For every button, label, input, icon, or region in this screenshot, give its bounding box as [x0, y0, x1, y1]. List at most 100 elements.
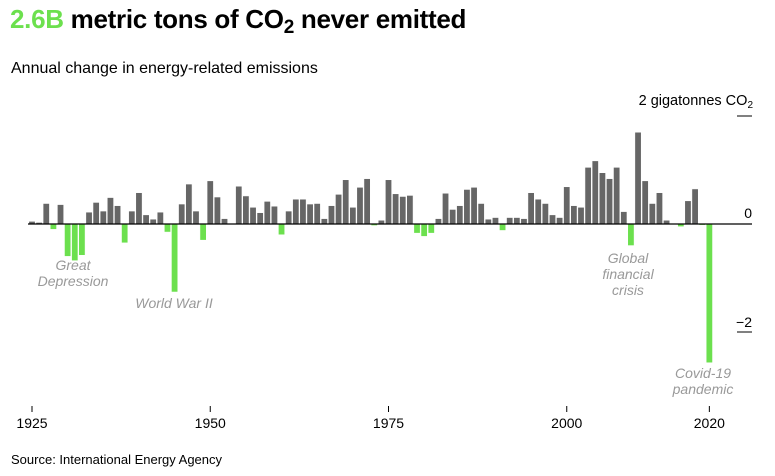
- annotation-2009: crisis: [612, 282, 644, 298]
- bar-1993: [513, 217, 521, 225]
- bar-1930: [64, 223, 72, 257]
- annotation-1931: Great: [55, 257, 91, 273]
- bar-1969: [342, 179, 350, 225]
- bar-1992: [506, 217, 514, 225]
- bar-1941: [142, 214, 150, 225]
- bar-1988: [477, 203, 485, 225]
- bar-2020: [705, 223, 713, 364]
- bar-2013: [655, 192, 663, 225]
- bar-1997: [541, 203, 549, 225]
- bar-1927: [42, 203, 50, 225]
- bar-1955: [242, 195, 250, 225]
- bar-1954: [235, 185, 243, 225]
- bar-1946: [178, 203, 186, 225]
- y-tick-label-neg2: −2: [736, 314, 752, 330]
- bar-1986: [463, 189, 471, 225]
- x-tick-label-1950: 1950: [195, 415, 226, 431]
- bar-1938: [121, 223, 129, 244]
- bar-1945: [171, 223, 179, 293]
- bar-1983: [442, 192, 450, 225]
- x-tick-label-1925: 1925: [16, 415, 47, 431]
- unit-text: 2 gigatonnes CO: [638, 93, 748, 109]
- bar-1940: [135, 192, 143, 225]
- bar-1996: [534, 198, 542, 225]
- bar-1931: [71, 223, 79, 262]
- bar-1991: [499, 223, 507, 231]
- bar-1999: [556, 217, 564, 225]
- bar-1949: [199, 223, 207, 241]
- bar-1943: [156, 211, 164, 225]
- bar-1948: [192, 210, 200, 225]
- bar-2006: [606, 178, 614, 225]
- annotation-2020: Covid-19: [675, 365, 731, 381]
- bar-1967: [327, 205, 335, 225]
- bar-2004: [591, 160, 599, 225]
- bar-1944: [163, 223, 171, 233]
- annotation-1931: Depression: [38, 273, 109, 289]
- unit-subscript: 2: [747, 100, 753, 111]
- bar-1990: [491, 217, 499, 225]
- bar-1939: [128, 210, 136, 225]
- bar-2011: [641, 180, 649, 225]
- bar-1968: [335, 194, 343, 225]
- title-text: metric tons of CO: [63, 4, 284, 34]
- bar-1929: [57, 204, 65, 225]
- bar-2008: [620, 211, 628, 225]
- bar-1928: [49, 223, 57, 230]
- bar-1933: [85, 211, 93, 225]
- bar-1982: [434, 218, 442, 225]
- bar-2017: [684, 200, 692, 225]
- bar-2002: [577, 206, 585, 225]
- bar-1980: [420, 223, 428, 237]
- bar-2018: [691, 188, 699, 225]
- annotation-2009: Global: [608, 250, 649, 266]
- bar-2003: [584, 167, 592, 225]
- bar-1987: [470, 186, 478, 225]
- bar-1965: [313, 203, 321, 225]
- bar-1977: [399, 196, 407, 225]
- title-highlight: 2.6B: [10, 4, 64, 34]
- y-tick-label-0: 0: [744, 205, 752, 221]
- bar-1959: [270, 205, 278, 225]
- bar-1989: [484, 218, 492, 225]
- bar-2007: [613, 167, 621, 225]
- bar-1937: [114, 205, 122, 225]
- bar-1947: [185, 183, 193, 225]
- bar-1935: [99, 210, 107, 225]
- bar-1942: [149, 218, 157, 225]
- bar-1962: [292, 198, 300, 225]
- bar-1979: [413, 223, 421, 234]
- bar-1957: [256, 212, 264, 225]
- bar-1956: [249, 206, 257, 225]
- bar-2001: [570, 205, 578, 225]
- bar-2009: [627, 223, 635, 246]
- bar-1934: [92, 202, 100, 225]
- y-unit-label: 2 gigatonnes CO2: [638, 93, 753, 111]
- bar-1971: [356, 186, 364, 225]
- chart-subtitle: Annual change in energy-related emission…: [11, 60, 318, 77]
- title-tail: never emitted: [293, 4, 467, 34]
- bar-1978: [406, 195, 414, 225]
- bar-1966: [320, 218, 328, 225]
- bar-1964: [306, 203, 314, 225]
- bar-1981: [427, 223, 435, 234]
- bar-1963: [299, 198, 307, 225]
- bar-1984: [449, 209, 457, 225]
- bar-1960: [278, 223, 286, 236]
- bar-1936: [106, 197, 114, 225]
- annotation-2009: financial: [602, 266, 654, 282]
- bar-1961: [285, 210, 293, 225]
- bar-1932: [78, 223, 86, 256]
- bar-2012: [648, 203, 656, 225]
- bar-1975: [384, 179, 392, 225]
- bar-1951: [213, 196, 221, 225]
- chart-title: 2.6B metric tons of CO2 never emitted: [10, 4, 467, 37]
- bar-1995: [527, 192, 535, 225]
- annotation-2020: pandemic: [672, 381, 734, 397]
- bar-1976: [392, 193, 400, 225]
- bar-1970: [349, 206, 357, 225]
- bar-1958: [263, 201, 271, 225]
- x-tick-label-2000: 2000: [551, 415, 582, 431]
- source-note: Source: International Energy Agency: [11, 452, 223, 467]
